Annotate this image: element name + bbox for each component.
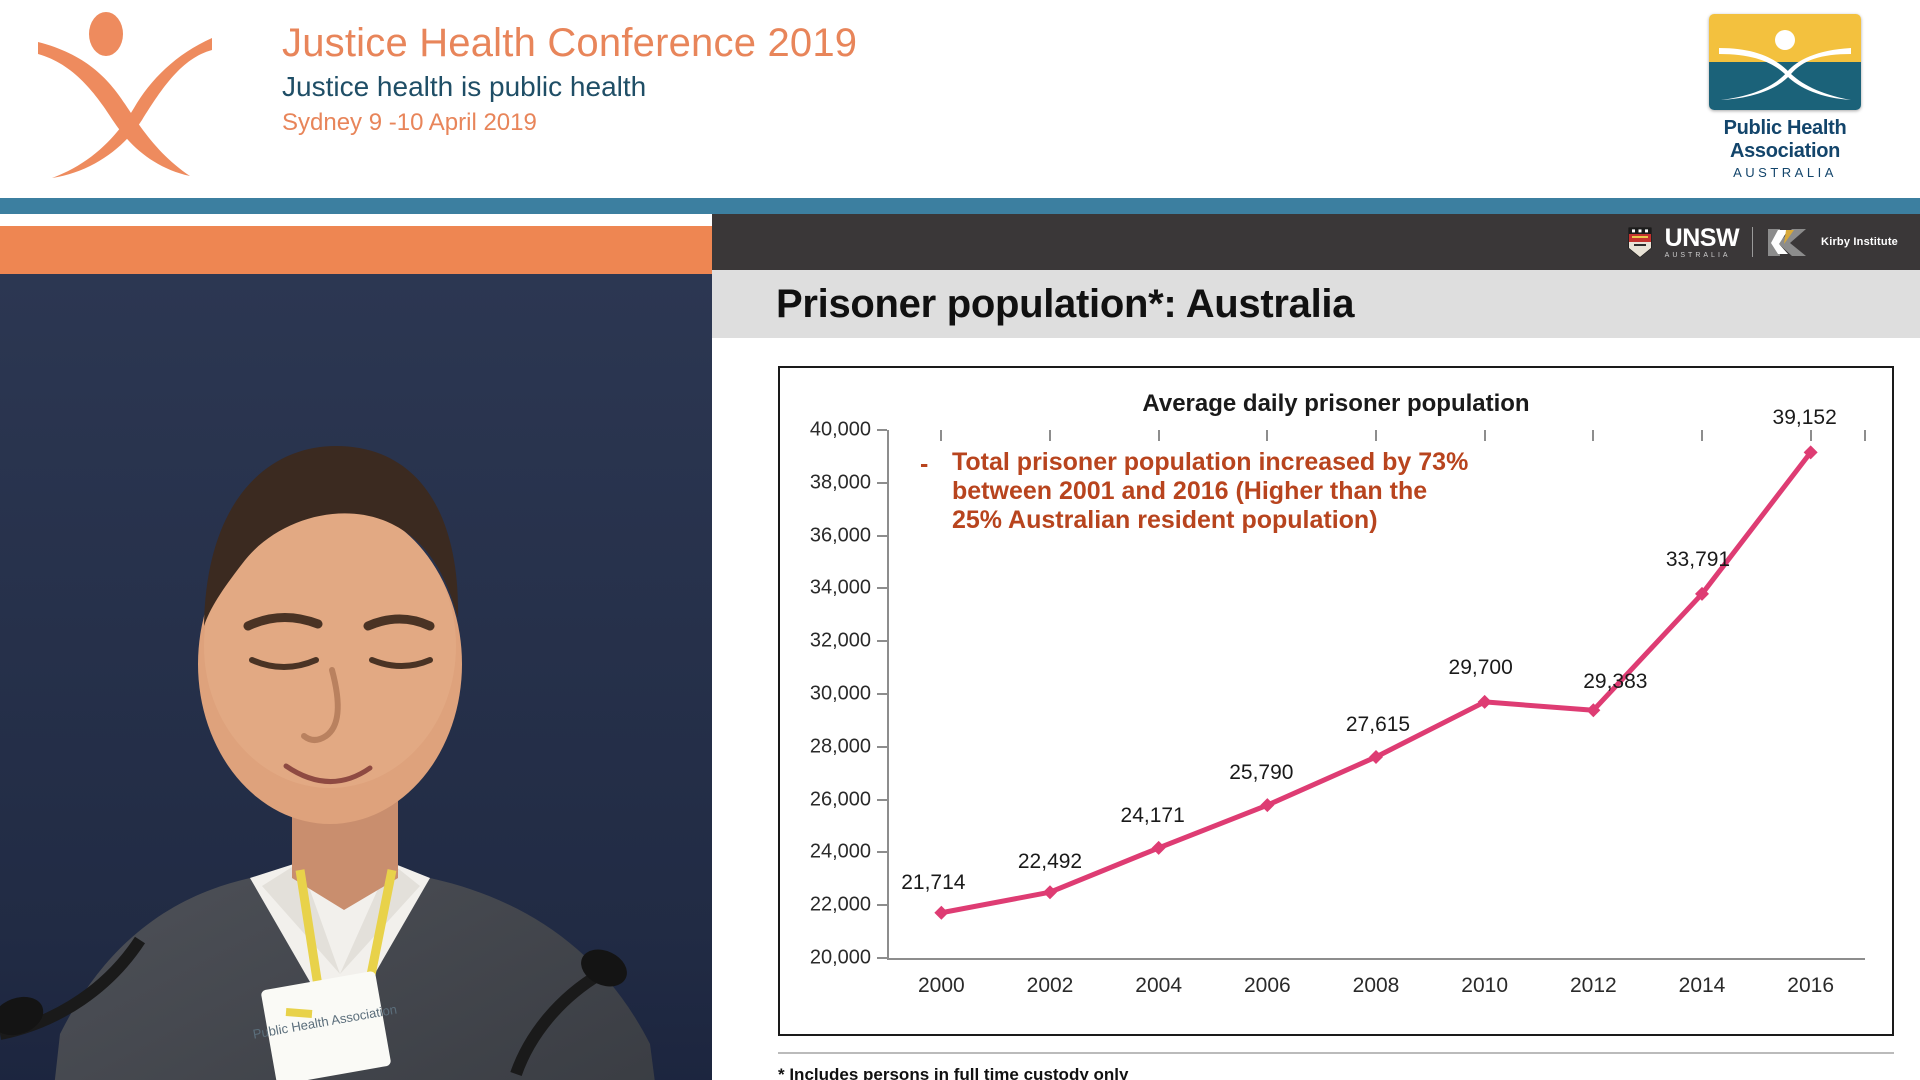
y-axis-tick-label: 28,000	[809, 735, 871, 758]
y-axis-tick-mark	[877, 904, 887, 907]
y-axis-line	[887, 430, 889, 958]
x-axis-tick-label: 2000	[917, 974, 965, 997]
series-marker	[1695, 586, 1709, 601]
series-marker	[1043, 885, 1057, 900]
data-point-label: 29,383	[1583, 670, 1648, 694]
y-axis-tick-mark	[877, 693, 887, 695]
y-axis-tick-mark	[877, 481, 887, 484]
conference-date-location: Sydney 9 -10 April 2019	[282, 109, 537, 137]
x-axis-tick-mark	[1483, 430, 1486, 441]
y-axis-tick-label: 36,000	[809, 524, 871, 547]
y-axis-tick-label: 22,000	[809, 893, 871, 916]
series-marker	[1260, 798, 1275, 813]
series-marker	[1803, 445, 1818, 460]
x-axis-tick-mark	[1375, 430, 1377, 441]
series-marker	[1477, 694, 1492, 709]
y-axis-tick-mark	[877, 429, 887, 431]
conference-text-block: Justice Health Conference 2019 Justice h…	[282, 21, 858, 137]
series-line	[940, 450, 1813, 916]
series-marker	[1586, 703, 1601, 718]
running-person-icon	[38, 12, 212, 178]
x-axis-tick-label: 2012	[1569, 974, 1617, 997]
video-top-strip	[0, 226, 712, 274]
x-axis-tick-mark	[1157, 430, 1160, 441]
x-axis-tick-mark	[1049, 430, 1051, 441]
y-axis-tick-label: 20,000	[809, 946, 871, 969]
slide-title: Prisoner population*: Australia	[776, 281, 1355, 326]
unsw-crest-icon	[1628, 227, 1652, 258]
x-axis-line	[887, 958, 1865, 960]
speaker-video[interactable]: Public Health Association INTERNATIONAL	[0, 274, 712, 1080]
data-point-label: 33,791	[1665, 547, 1731, 571]
y-axis-tick-label: 38,000	[809, 471, 871, 494]
slide-topbar	[712, 214, 1920, 270]
footnote-asterisk: * Includes persons in full time custody …	[778, 1065, 1129, 1080]
y-axis-tick-mark	[877, 640, 887, 643]
y-axis-tick-mark	[877, 745, 887, 748]
x-axis-tick-label: 2014	[1678, 974, 1726, 997]
logo-divider	[1752, 227, 1754, 257]
conference-tagline: Justice health is public health	[282, 71, 647, 103]
data-point-label: 39,152	[1772, 406, 1837, 430]
data-point-label: 29,700	[1448, 655, 1513, 679]
kirby-k-icon	[1768, 229, 1807, 256]
y-axis-tick-mark	[877, 534, 887, 537]
y-axis-tick-label: 24,000	[809, 840, 871, 863]
y-axis-tick-mark	[877, 851, 887, 854]
unsw-wordmark: UNSW AUSTRALIA	[1664, 223, 1740, 259]
unsw-name: UNSW	[1664, 223, 1740, 252]
y-axis-tick-label: 32,000	[809, 629, 871, 652]
chart-annotation: Total prisoner population increased by 7…	[952, 448, 1469, 534]
y-axis-tick-label: 30,000	[809, 682, 871, 705]
kirby-institute-name: Kirby Institute	[1821, 236, 1898, 248]
x-axis-tick-label: 2006	[1243, 974, 1291, 997]
banner-blue-rule	[0, 198, 1920, 214]
footnotes: * Includes persons in full time custody …	[778, 1062, 1878, 1080]
x-axis-tick-mark	[940, 430, 943, 441]
chart-title: Average daily prisoner population	[1142, 390, 1530, 417]
presentation-slide: UNSW AUSTRALIA Kirby Institute Prisoner …	[712, 214, 1920, 1080]
y-axis-tick-label: 40,000	[809, 418, 871, 441]
x-axis-tick-mark	[1701, 430, 1703, 441]
x-axis-tick-label: 2010	[1461, 974, 1509, 997]
annotation-bullet: -	[920, 450, 929, 478]
conference-banner: Justice Health Conference 2019 Justice h…	[0, 0, 1920, 198]
conference-title: Justice Health Conference 2019	[282, 21, 858, 65]
y-axis-tick-mark	[877, 587, 887, 590]
pha-name: Public Health Association	[1723, 117, 1847, 162]
x-axis-tick-label: 2002	[1026, 974, 1074, 997]
institution-logos: UNSW AUSTRALIA Kirby Institute	[1628, 224, 1898, 260]
pha-sponsor-logo: Public Health Association AUSTRALIA	[1690, 14, 1880, 180]
unsw-country: AUSTRALIA	[1664, 251, 1731, 259]
data-point-label: 25,790	[1229, 761, 1294, 785]
data-point-label: 24,171	[1120, 803, 1185, 827]
y-axis-tick-label: 26,000	[809, 788, 871, 811]
x-axis-tick-mark	[1592, 430, 1595, 441]
series-marker	[934, 905, 949, 920]
data-point-label: 27,615	[1345, 712, 1411, 736]
series-marker	[1151, 840, 1166, 855]
chart-container: Average daily prisoner population - Tota…	[778, 366, 1894, 1036]
data-point-label: 21,714	[901, 870, 966, 894]
y-axis-tick-mark	[877, 957, 887, 959]
pha-flag-icon	[1709, 14, 1861, 110]
x-axis-tick-mark	[1809, 430, 1812, 441]
y-axis-tick-label: 34,000	[809, 576, 871, 599]
x-axis-tick-label: 2004	[1135, 974, 1183, 997]
y-axis-tick-mark	[877, 798, 887, 801]
x-axis-tick-label: 2016	[1787, 974, 1835, 997]
x-axis-tick-mark	[1266, 430, 1269, 441]
x-axis-tick-label: 2008	[1352, 974, 1400, 997]
x-axis-tick-mark	[1864, 430, 1866, 441]
video-panel: Public Health Association INTERNATIONAL	[0, 214, 712, 1080]
slide-titlebar	[712, 270, 1920, 338]
pha-country: AUSTRALIA	[1733, 165, 1837, 180]
prisoner-population-series	[934, 445, 1818, 920]
series-marker	[1369, 749, 1383, 764]
data-point-label: 22,492	[1017, 850, 1083, 874]
chart-plot-area: 20,000 22,000 24,000 26,000 28,000 30,000 32,0…	[810, 406, 1866, 997]
footnote-divider	[778, 1052, 1894, 1054]
